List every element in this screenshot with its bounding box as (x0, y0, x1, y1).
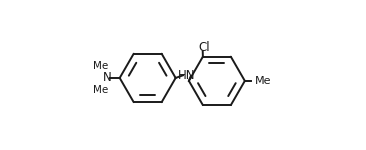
Text: Me: Me (93, 85, 108, 95)
Text: N: N (103, 71, 112, 84)
Text: Me: Me (93, 61, 108, 71)
Text: Me: Me (255, 76, 271, 86)
Text: HN: HN (178, 69, 195, 82)
Text: Cl: Cl (198, 41, 210, 54)
